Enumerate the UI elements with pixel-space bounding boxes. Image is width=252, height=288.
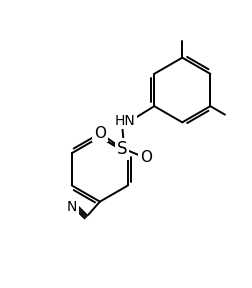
Text: S: S bbox=[117, 139, 128, 158]
Text: HN: HN bbox=[114, 114, 135, 128]
Text: O: O bbox=[94, 126, 106, 141]
Text: O: O bbox=[140, 150, 152, 165]
Text: N: N bbox=[67, 200, 77, 214]
